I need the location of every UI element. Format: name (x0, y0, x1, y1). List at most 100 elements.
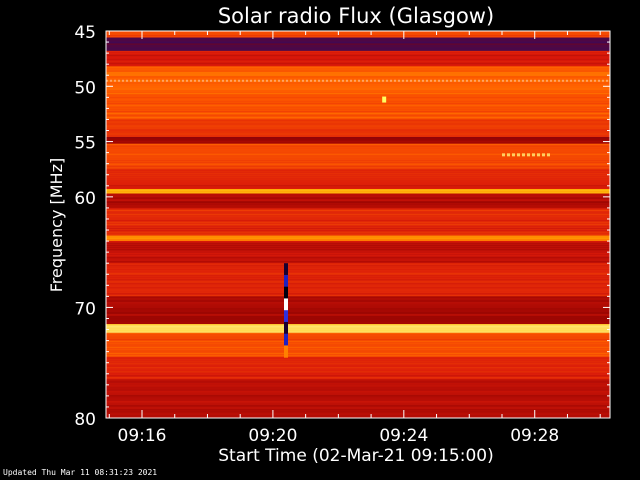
dotted-interference (398, 79, 400, 82)
heatmap-row (106, 237, 610, 239)
heatmap-row (106, 308, 610, 310)
heatmap-row (106, 348, 610, 351)
heatmap-row (106, 129, 610, 131)
dotted-interference (430, 79, 432, 82)
heatmap-row (106, 346, 610, 349)
heatmap-row (106, 332, 610, 335)
dotted-interference (358, 79, 360, 82)
heatmap-row (106, 151, 610, 153)
heatmap-row (106, 342, 610, 345)
burst-segment (284, 274, 288, 288)
heatmap-row (106, 52, 610, 55)
heatmap-row (106, 84, 610, 86)
heatmap-row (106, 163, 610, 165)
x-tick-label: 09:16 (118, 426, 167, 446)
heatmap-row (106, 189, 610, 191)
dotted-interference (514, 79, 516, 82)
dotted-interference (198, 79, 200, 82)
dotted-interference (230, 79, 232, 82)
dotted-interference (194, 79, 196, 82)
heatmap-row (106, 221, 610, 224)
dotted-interference (210, 79, 212, 82)
burst-spot (382, 96, 387, 103)
heatmap-row (106, 225, 610, 228)
dotted-interference (354, 79, 356, 82)
dotted-interference (142, 79, 144, 82)
dotted-interference (350, 79, 352, 82)
heatmap-row (106, 86, 610, 88)
heatmap-row (106, 261, 610, 263)
dotted-interference (602, 79, 604, 82)
heatmap-row (106, 177, 610, 179)
heatmap-row (106, 143, 610, 145)
heatmap-row (106, 304, 610, 306)
heatmap-row (106, 37, 610, 39)
heatmap-row (106, 249, 610, 251)
heatmap-row (106, 251, 610, 253)
heatmap-row (106, 289, 610, 291)
dotted-interference (266, 79, 268, 82)
heatmap-row (106, 217, 610, 220)
y-tick-label: 80 (74, 410, 96, 430)
dotted-interference (330, 79, 332, 82)
heatmap-row (106, 197, 610, 199)
dotted-interference (450, 79, 452, 82)
dotted-interference (310, 79, 312, 82)
dotted-interference (374, 79, 376, 82)
heatmap-row (106, 119, 610, 121)
heatmap-row (106, 415, 610, 417)
heatmap-row (106, 300, 610, 302)
heatmap-row (106, 375, 610, 377)
heatmap-row (106, 265, 610, 267)
heatmap-row (106, 306, 610, 308)
heatmap-row (106, 291, 610, 293)
dotted-interference (422, 79, 424, 82)
dotted-interference (182, 79, 184, 82)
heatmap-row (106, 293, 610, 295)
heatmap-row (106, 350, 610, 353)
heatmap-band (106, 50, 610, 67)
heatmap-row (106, 161, 610, 163)
heatmap-row (106, 330, 610, 332)
dotted-interference (178, 79, 180, 82)
x-tick-label: 09:24 (379, 426, 428, 446)
heatmap-row (106, 70, 610, 72)
heatmap-row (106, 149, 610, 151)
heatmap-row (106, 391, 610, 393)
burst-dots (512, 153, 515, 157)
chart-title: Solar radio Flux (Glasgow) (218, 4, 494, 28)
burst-dots (502, 153, 505, 157)
dotted-interference (294, 79, 296, 82)
heatmap-row (106, 219, 610, 222)
heatmap-row (106, 153, 610, 155)
burst-segment (284, 298, 288, 311)
heatmap-row (106, 403, 610, 405)
heatmap-row (106, 267, 610, 269)
heatmap-row (106, 245, 610, 247)
heatmap-row (106, 102, 610, 105)
dotted-interference (594, 79, 596, 82)
heatmap-row (106, 92, 610, 95)
heatmap-row (106, 229, 610, 232)
dotted-interference (386, 79, 388, 82)
heatmap-row (106, 373, 610, 375)
heatmap-row (106, 125, 610, 127)
heatmap-row (106, 371, 610, 373)
heatmap-row (106, 401, 610, 403)
dotted-interference (446, 79, 448, 82)
heatmap-row (106, 324, 610, 326)
dotted-interference (462, 79, 464, 82)
heatmap-row (106, 357, 610, 359)
heatmap-row (106, 334, 610, 337)
heatmap-row (106, 215, 610, 218)
heatmap-row (106, 39, 610, 41)
axes: 45 50 55 60 70 80 09:16 09:20 09:24 09:28 (74, 23, 611, 446)
heatmap-row (106, 409, 610, 411)
heatmap-row (106, 338, 610, 341)
burst-segment (284, 321, 288, 335)
dotted-interference (274, 79, 276, 82)
heatmap-row (106, 273, 610, 275)
dotted-interference (530, 79, 532, 82)
heatmap-row (106, 82, 610, 84)
heatmap-row (106, 116, 610, 119)
